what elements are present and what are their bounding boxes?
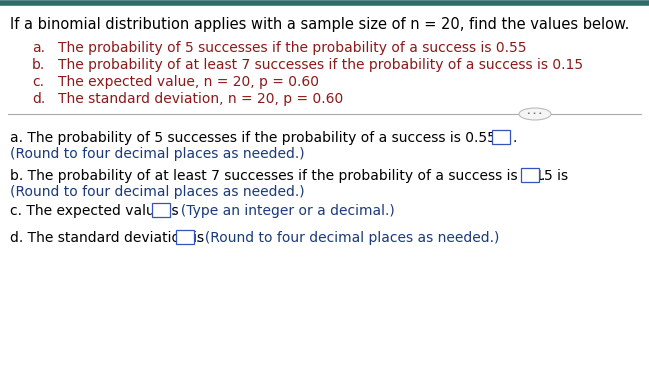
Text: c. The expected value is: c. The expected value is [10,204,178,218]
FancyBboxPatch shape [492,130,510,144]
Text: a. The probability of 5 successes if the probability of a success is 0.55 is: a. The probability of 5 successes if the… [10,131,511,145]
FancyBboxPatch shape [521,168,539,182]
Text: b.: b. [32,58,45,72]
Text: a.: a. [32,41,45,55]
Text: . (Round to four decimal places as needed.): . (Round to four decimal places as neede… [196,231,499,245]
FancyBboxPatch shape [152,203,170,217]
Text: The expected value, n = 20, p = 0.60: The expected value, n = 20, p = 0.60 [58,75,319,89]
Text: If a binomial distribution applies with a sample size of n = 20, find the values: If a binomial distribution applies with … [10,17,630,32]
Text: d. The standard deviation is: d. The standard deviation is [10,231,204,245]
Text: The probability of 5 successes if the probability of a success is 0.55: The probability of 5 successes if the pr… [58,41,526,55]
Text: The probability of at least 7 successes if the probability of a success is 0.15: The probability of at least 7 successes … [58,58,583,72]
Text: • • •: • • • [528,111,543,116]
Ellipse shape [519,108,551,120]
Text: .: . [512,131,517,145]
Text: b. The probability of at least 7 successes if the probability of a success is 0.: b. The probability of at least 7 success… [10,169,568,183]
Text: (Round to four decimal places as needed.): (Round to four decimal places as needed.… [10,147,304,161]
Text: d.: d. [32,92,45,106]
Text: The standard deviation, n = 20, p = 0.60: The standard deviation, n = 20, p = 0.60 [58,92,343,106]
FancyBboxPatch shape [176,230,194,244]
Text: .: . [541,169,545,183]
Text: c.: c. [32,75,44,89]
Text: . (Type an integer or a decimal.): . (Type an integer or a decimal.) [172,204,395,218]
Text: (Round to four decimal places as needed.): (Round to four decimal places as needed.… [10,185,304,199]
